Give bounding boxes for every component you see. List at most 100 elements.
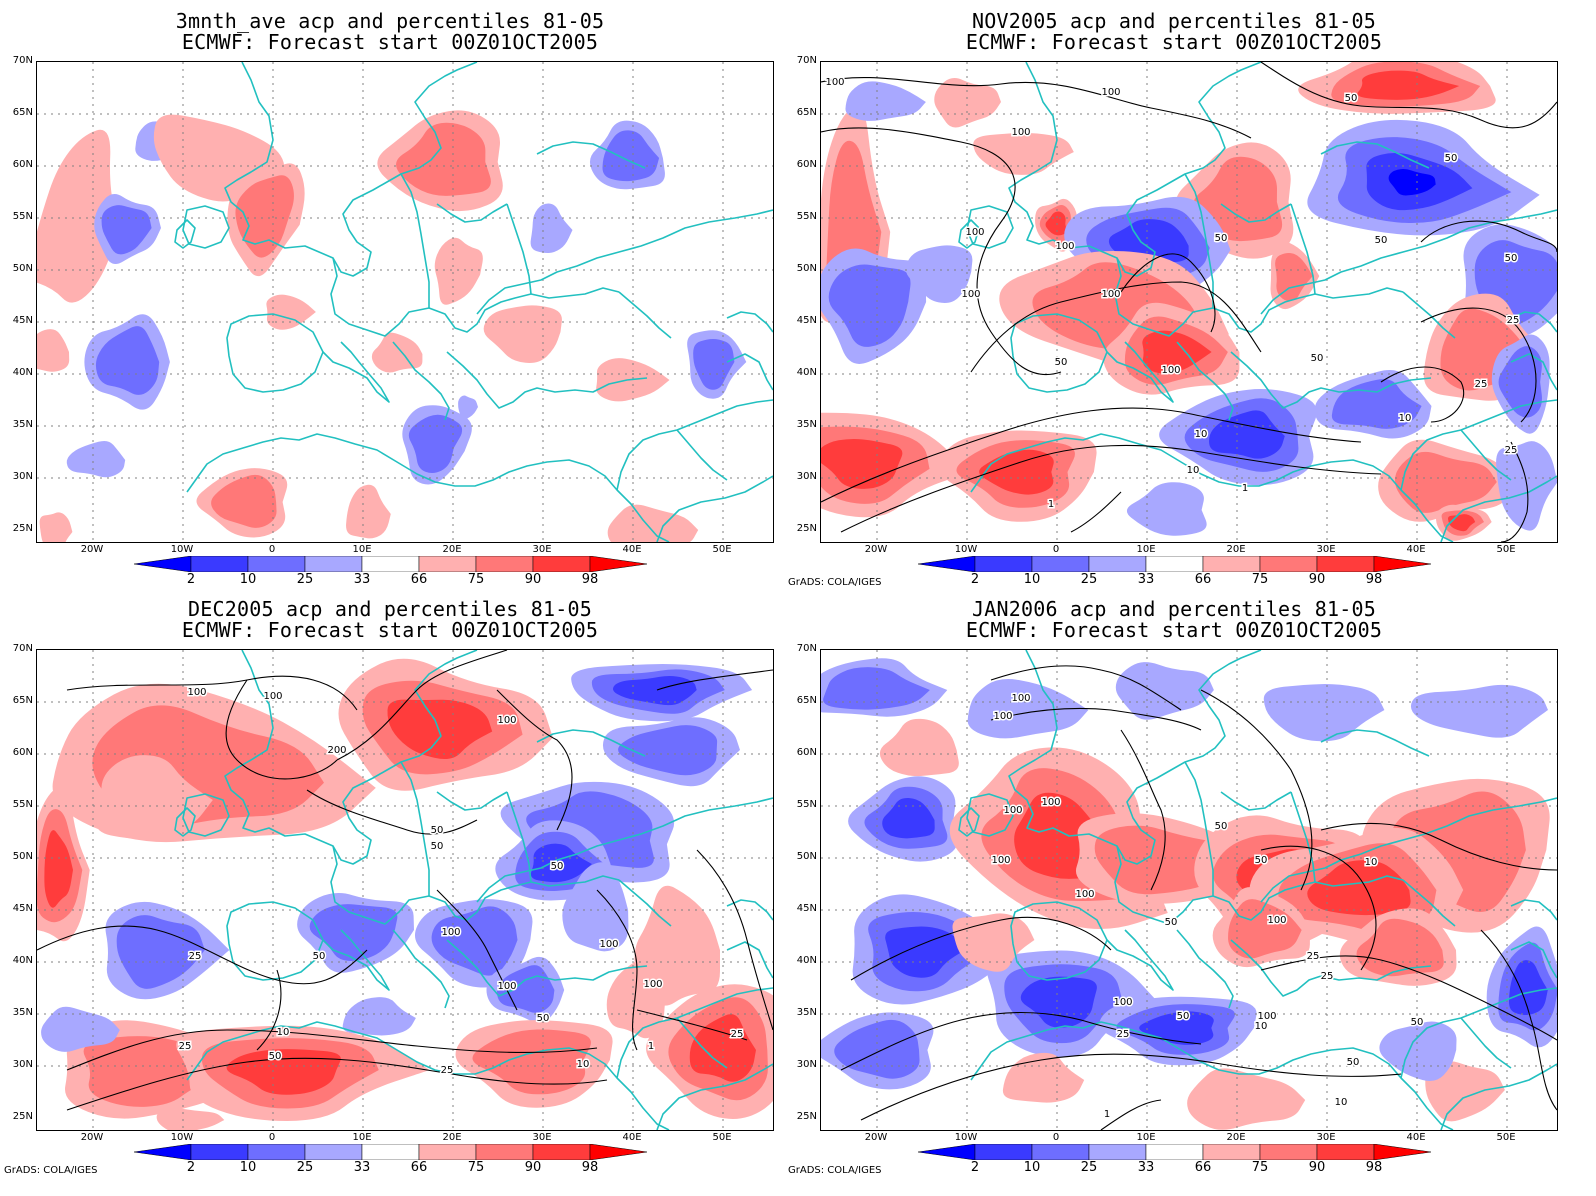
colorbar-label: 10 xyxy=(1023,1160,1041,1175)
shaded-region xyxy=(821,438,903,489)
longitude-label: 10E xyxy=(1136,1132,1156,1143)
contour-label: 50 xyxy=(431,841,444,852)
colorbar-label: 2 xyxy=(186,1160,196,1175)
coastline xyxy=(1402,291,1456,339)
contour-label: 100 xyxy=(993,711,1012,722)
colorbar-swatches xyxy=(917,1143,1432,1161)
coastline xyxy=(186,1021,670,1130)
coastline xyxy=(392,929,450,1009)
coastline xyxy=(966,205,1014,249)
shaded-region xyxy=(885,926,965,978)
longitude-label: 40E xyxy=(1406,544,1426,555)
colorbar-label: 2 xyxy=(970,1160,980,1175)
colorbar-label: 90 xyxy=(524,1160,542,1175)
contour-label: 10 xyxy=(277,1027,290,1038)
contour-label: 100 xyxy=(497,715,516,726)
contour-label: 100 xyxy=(1055,241,1074,252)
contour-line xyxy=(696,849,773,1031)
contour-line xyxy=(970,281,1262,373)
coastline xyxy=(726,941,773,979)
shaded-region xyxy=(823,667,930,710)
contour-line xyxy=(990,707,1202,731)
shaded-region xyxy=(607,504,699,542)
shaded-region xyxy=(342,997,416,1036)
contour-label: 10 xyxy=(1187,465,1200,476)
contour-line xyxy=(336,650,508,761)
percentile-shading xyxy=(37,110,747,542)
colorbar-label: 75 xyxy=(467,1160,485,1175)
colorbar-label: 10 xyxy=(239,572,257,587)
colorbar-label: 98 xyxy=(1365,572,1383,587)
coastline xyxy=(966,793,1014,837)
colorbar-swatch xyxy=(532,1143,591,1161)
longitude-label: 0 xyxy=(268,1132,276,1143)
shaded-region xyxy=(1187,1068,1306,1130)
coastline xyxy=(656,475,773,542)
colorbar-swatch xyxy=(133,555,192,573)
longitude-label: 0 xyxy=(268,544,276,555)
shaded-region xyxy=(1263,684,1385,742)
colorbar-swatch xyxy=(917,555,976,573)
longitude-label: 40E xyxy=(622,1132,642,1143)
shaded-region xyxy=(1045,211,1067,236)
coastline xyxy=(1510,899,1557,921)
latitude-label: 70N xyxy=(796,55,817,66)
coastline xyxy=(224,62,478,277)
latitude-label: 65N xyxy=(12,107,33,118)
contour-lines: 100 100 200 100 50 50 50 100 100 100 100 50 50 25 10 25… xyxy=(37,650,773,1111)
colorbar-swatch xyxy=(1316,1143,1375,1161)
contour-line xyxy=(37,925,368,985)
contour-line xyxy=(1260,62,1557,129)
shaded-region xyxy=(483,305,562,363)
coastline xyxy=(1010,313,1108,393)
colorbar-swatch xyxy=(1202,1143,1261,1161)
colorbar-swatch xyxy=(589,555,648,573)
coastline xyxy=(1114,845,1404,925)
coastline xyxy=(476,797,773,903)
contour-label: 200 xyxy=(327,745,346,756)
coastline xyxy=(436,791,508,811)
colorbar-label: 33 xyxy=(353,572,371,587)
latitude-label: 60N xyxy=(796,747,817,758)
coastline xyxy=(446,939,648,997)
colorbar-swatch xyxy=(532,555,591,573)
contour-line xyxy=(1480,929,1557,1111)
longitude-label: 10E xyxy=(352,1132,372,1143)
contour-line xyxy=(840,1011,1202,1071)
coastline xyxy=(1008,62,1262,277)
coastline xyxy=(182,205,230,249)
longitude-label: 10W xyxy=(170,1132,194,1143)
coastline xyxy=(1176,341,1234,421)
colorbar-swatch xyxy=(974,555,1033,573)
shaded-region xyxy=(967,679,1089,739)
contour-label: 100 xyxy=(961,289,980,300)
coastline xyxy=(970,433,1454,542)
colorbar-swatch xyxy=(1259,555,1318,573)
contour-line xyxy=(636,1009,748,1041)
contour-label: 1 xyxy=(648,1041,654,1052)
coastline xyxy=(506,791,532,883)
colorbar-label: 90 xyxy=(524,572,542,587)
colorbar-swatch xyxy=(304,555,363,573)
contour-line xyxy=(1260,845,1377,971)
contour-label: 50 xyxy=(1215,233,1228,244)
contour-label: 100 xyxy=(1041,797,1060,808)
latitude-label: 60N xyxy=(12,159,33,170)
panel-subtitle: ECMWF: Forecast start 00Z01OCT2005 xyxy=(965,618,1383,642)
colorbar-label: 98 xyxy=(581,572,599,587)
contour-label: 10 xyxy=(577,1059,590,1070)
shaded-region xyxy=(612,675,697,706)
shaded-region xyxy=(211,474,277,528)
coastline xyxy=(476,209,773,315)
colorbar-swatch xyxy=(1316,555,1375,573)
coastline xyxy=(1460,429,1512,481)
longitude-label: 10E xyxy=(352,544,372,555)
shaded-region xyxy=(37,329,70,372)
shaded-region xyxy=(235,175,294,258)
map-area: 100 100 100 100 100 50 50 50 100 100 100 100 50 25 10 5… xyxy=(820,649,1558,1131)
longitude-label: 20W xyxy=(80,544,104,555)
coastline xyxy=(224,650,478,865)
colorbar-swatch xyxy=(418,1143,477,1161)
longitude-label: 20E xyxy=(1226,1132,1246,1143)
contour-line xyxy=(1070,491,1122,533)
